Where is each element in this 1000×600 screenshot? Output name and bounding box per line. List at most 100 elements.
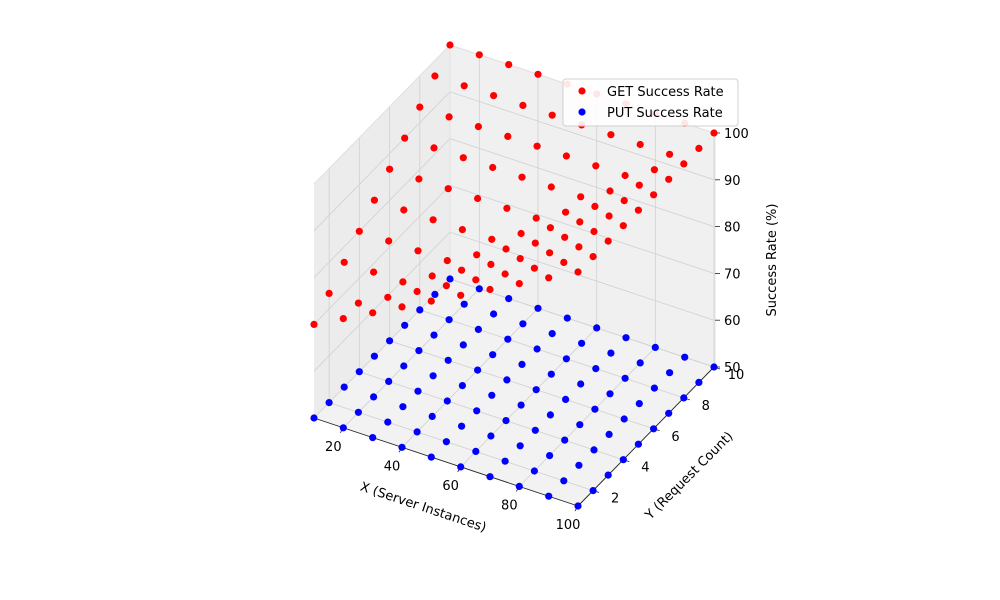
get-point <box>562 208 570 216</box>
get-point <box>576 218 584 226</box>
axes-panes <box>314 45 714 506</box>
get-point <box>414 247 422 255</box>
put-point <box>503 376 511 384</box>
get-point <box>605 212 613 220</box>
put-point <box>518 360 526 368</box>
y-tick-label: 2 <box>611 492 619 507</box>
get-point <box>560 258 568 266</box>
put-point <box>370 393 378 401</box>
get-point <box>399 278 407 286</box>
put-point <box>443 397 451 405</box>
put-point <box>516 442 524 450</box>
get-point <box>505 61 513 69</box>
put-point <box>490 310 498 318</box>
get-point <box>369 309 377 317</box>
y-tick-label: 6 <box>671 430 679 445</box>
put-point <box>607 349 615 357</box>
put-point <box>445 316 453 324</box>
put-point <box>651 343 659 351</box>
put-point <box>534 304 542 312</box>
put-point <box>504 335 512 343</box>
get-point <box>561 233 569 241</box>
get-point <box>695 144 703 152</box>
put-point <box>431 290 439 298</box>
get-point <box>621 171 629 180</box>
get-point <box>710 129 718 137</box>
put-point <box>473 407 481 415</box>
x-tick-label: 80 <box>501 498 518 513</box>
put-point <box>428 412 436 420</box>
get-point <box>430 144 438 152</box>
put-point <box>561 436 569 444</box>
put-point <box>620 415 628 423</box>
put-point <box>666 369 674 377</box>
put-point <box>710 363 718 371</box>
put-point <box>399 403 407 411</box>
put-point <box>619 456 627 464</box>
put-point <box>505 295 513 303</box>
x-axis-line <box>313 417 579 507</box>
get-point <box>386 165 394 173</box>
get-point <box>634 206 643 214</box>
get-point <box>665 175 673 183</box>
y-tick-label: 4 <box>641 461 649 476</box>
put-point <box>489 351 497 359</box>
put-point <box>546 452 554 460</box>
get-point <box>619 222 627 230</box>
get-point <box>562 152 571 160</box>
get-point <box>574 268 582 276</box>
put-point <box>622 334 630 342</box>
get-point <box>385 237 393 245</box>
get-point <box>458 226 466 234</box>
put-point <box>502 417 510 425</box>
get-point <box>310 320 318 328</box>
get-point <box>474 194 482 203</box>
get-point <box>592 162 600 170</box>
put-point <box>369 434 377 442</box>
get-point <box>460 82 468 90</box>
put-point <box>340 383 348 391</box>
put-point <box>413 428 421 436</box>
get-point <box>516 255 524 263</box>
get-point <box>518 173 526 181</box>
z-tick-label: 90 <box>724 174 741 189</box>
put-point <box>531 426 539 434</box>
get-point <box>517 229 525 238</box>
get-point <box>474 123 482 131</box>
get-point <box>533 142 541 150</box>
z-tick-label: 60 <box>724 314 741 329</box>
get-point <box>458 266 466 274</box>
floor-pane <box>314 279 714 506</box>
get-point <box>607 131 615 139</box>
put-point <box>574 502 582 510</box>
get-point <box>370 196 378 204</box>
get-point <box>650 191 658 199</box>
get-point <box>354 299 362 307</box>
put-point <box>546 411 555 419</box>
put-point <box>487 432 495 440</box>
get-point <box>666 150 674 158</box>
put-point <box>501 457 509 465</box>
put-point <box>430 331 438 339</box>
get-point <box>635 181 643 189</box>
get-point <box>620 197 628 205</box>
put-point <box>429 372 437 380</box>
get-point <box>429 216 437 224</box>
put-point <box>589 487 597 495</box>
get-point <box>401 134 409 142</box>
get-point <box>475 51 483 59</box>
get-point <box>431 72 439 80</box>
get-point <box>546 224 555 232</box>
put-point <box>604 471 612 479</box>
put-point <box>385 377 393 385</box>
get-point <box>488 235 496 243</box>
put-point <box>650 384 659 392</box>
put-point <box>415 347 423 355</box>
get-point <box>590 227 598 236</box>
put-point <box>578 339 586 347</box>
y-axis-line <box>577 366 715 507</box>
put-point <box>355 368 363 376</box>
get-point <box>577 193 585 201</box>
